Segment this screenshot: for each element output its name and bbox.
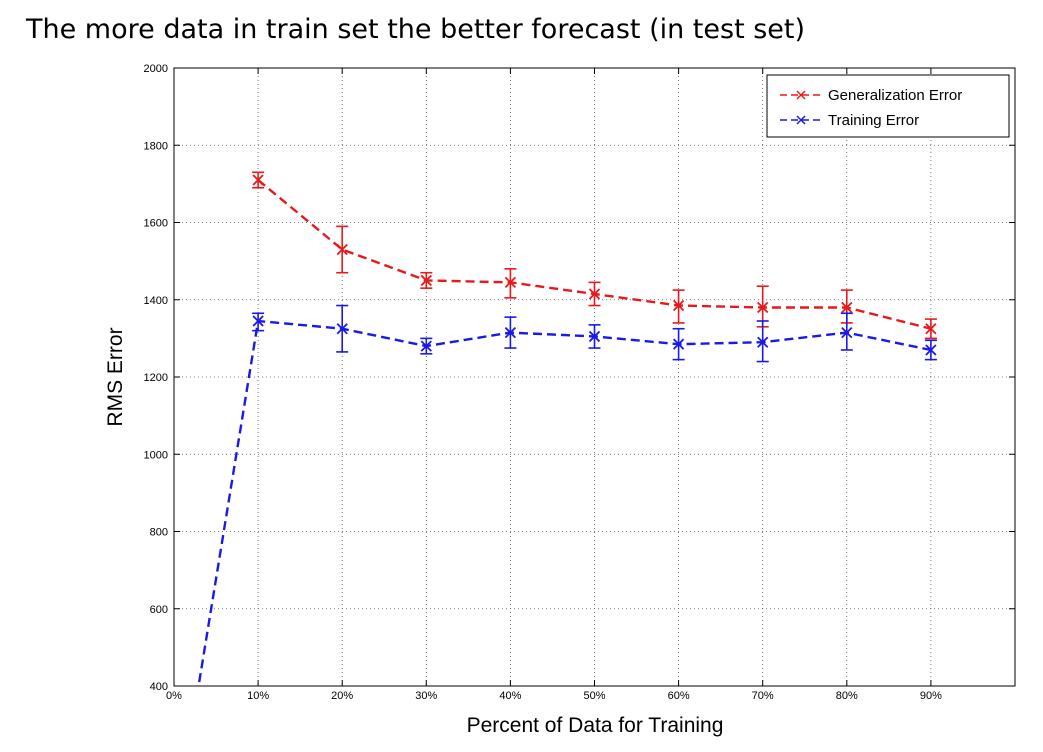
legend-box: [766, 74, 1010, 138]
legend-label: Training Error: [828, 112, 919, 129]
legend-label: Generalization Error: [828, 87, 962, 104]
y-tick-label: 600: [150, 604, 168, 616]
x-axis-title: Percent of Data for Training: [467, 714, 724, 737]
y-tick-label: 1200: [144, 372, 168, 384]
x-tick-label: 10%: [247, 690, 269, 702]
y-tick-label: 2000: [144, 63, 168, 75]
data-point: [841, 326, 853, 339]
series-line: [198, 319, 932, 683]
data-point: [925, 344, 937, 356]
slide-title: The more data in train set the better fo…: [26, 14, 806, 45]
x-tick-label: 30%: [415, 690, 437, 702]
series-generalization-error: [252, 171, 937, 340]
series-training-error: [198, 304, 937, 683]
grid-lines: [174, 68, 1015, 686]
data-point: [588, 288, 601, 300]
x-tick-label: 0%: [166, 690, 182, 702]
data-point: [588, 330, 601, 343]
y-tick-label: 1400: [144, 295, 168, 307]
axis-ticks: 0% 10% 20% 30% 40% 50% 60% 70% 80% 90% 400 600 800 10…: [144, 63, 1015, 702]
data-point: [336, 323, 348, 335]
y-tick-label: 400: [150, 681, 168, 693]
y-tick-label: 1800: [144, 140, 168, 152]
data-point: [925, 323, 937, 335]
x-tick-label: 40%: [499, 690, 521, 702]
data-point: [252, 174, 264, 186]
series-layer: [198, 171, 937, 683]
data-point: [672, 338, 685, 350]
x-tick-label: 70%: [752, 690, 774, 702]
y-tick-label: 1600: [144, 218, 168, 230]
x-tick-label: 90%: [920, 690, 942, 702]
legend-marker: [796, 90, 806, 100]
y-axis-title: RMS Error: [104, 327, 127, 426]
x-tick-label: 60%: [668, 690, 690, 702]
data-point: [420, 340, 432, 352]
data-point: [757, 336, 769, 348]
legend: Generalization Error Training Error: [766, 74, 1010, 138]
legend-entry: Training Error: [780, 112, 919, 129]
data-point: [504, 326, 517, 339]
data-point: [672, 299, 685, 312]
y-tick-label: 1000: [144, 449, 168, 461]
x-tick-label: 80%: [836, 690, 858, 702]
data-point: [336, 243, 348, 256]
y-tick-label: 800: [150, 527, 168, 539]
series-line: [257, 179, 932, 330]
x-tick-label: 50%: [583, 690, 605, 702]
legend-marker: [796, 115, 806, 125]
data-point: [841, 301, 853, 314]
x-tick-label: 20%: [331, 690, 353, 702]
data-point: [504, 276, 517, 289]
legend-entry: Generalization Error: [780, 87, 962, 104]
data-point: [420, 274, 432, 287]
data-point: [252, 315, 264, 327]
data-point: [757, 301, 769, 314]
